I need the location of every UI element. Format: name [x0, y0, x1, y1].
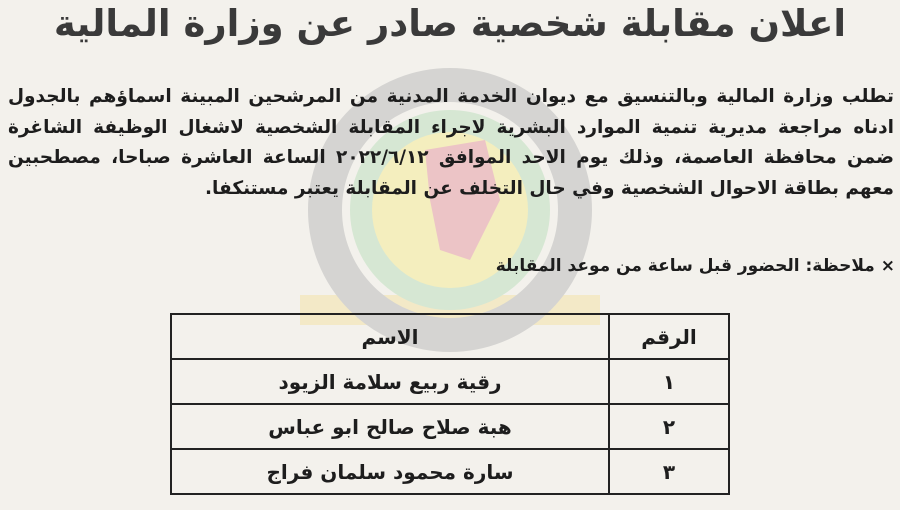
body-text: تطلب وزارة المالية وبالتنسيق مع ديوان ال… — [8, 86, 894, 199]
candidates-table: الرقم الاسم ١ رقية ربيع سلامة الزيود ٢ ه… — [170, 313, 730, 495]
table-row: ١ رقية ربيع سلامة الزيود — [170, 358, 730, 405]
row-number: ٣ — [608, 448, 730, 495]
row-number: ١ — [608, 358, 730, 405]
header-number: الرقم — [608, 313, 730, 360]
note: × ملاحظة: الحضور قبل ساعة من موعد المقاب… — [495, 256, 895, 276]
row-name: سارة محمود سلمان فراج — [170, 448, 610, 495]
table-row: ٢ هبة صلاح صالح ابو عباس — [170, 403, 730, 450]
table-header-row: الرقم الاسم — [170, 313, 730, 360]
announcement-title: اعلان مقابلة شخصية صادر عن وزارة المالية — [53, 2, 847, 45]
row-number: ٢ — [608, 403, 730, 450]
row-name: هبة صلاح صالح ابو عباس — [170, 403, 610, 450]
announcement-body: تطلب وزارة المالية وبالتنسيق مع ديوان ال… — [8, 82, 894, 204]
row-name: رقية ربيع سلامة الزيود — [170, 358, 610, 405]
table-row: ٣ سارة محمود سلمان فراج — [170, 448, 730, 495]
header-name: الاسم — [170, 313, 610, 360]
